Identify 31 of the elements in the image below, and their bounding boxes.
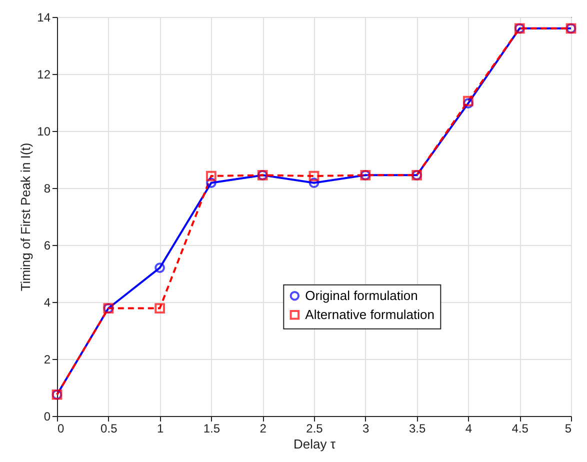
- point: [308, 178, 320, 188]
- point: [154, 303, 165, 314]
- point: [463, 98, 474, 109]
- legend-label: Original formulation: [305, 288, 418, 303]
- x-tick-label: 0: [58, 422, 64, 436]
- point: [308, 170, 320, 182]
- point: [206, 170, 216, 182]
- y-tick-label: 10: [37, 124, 51, 138]
- y-tick-label: 6: [44, 238, 51, 252]
- y-axis-title: Timing of First Peak in I(t): [18, 142, 34, 292]
- point: [154, 262, 165, 273]
- x-tick-label: 3.5: [408, 422, 426, 436]
- legend-label: Alternative formulation: [305, 306, 435, 322]
- x-tick-label: 0.5: [100, 422, 118, 436]
- x-tick-label: 4: [465, 422, 472, 436]
- y-tick-label: 12: [37, 68, 51, 82]
- x-tick-label: 1.5: [203, 422, 220, 436]
- y-tick-label: 2: [44, 352, 51, 366]
- y-tick-label: 0: [44, 410, 51, 424]
- point: [463, 96, 474, 106]
- x-tick-label: 3: [362, 422, 370, 436]
- y-tick-label: 4: [44, 296, 51, 310]
- point: [206, 178, 216, 188]
- x-axis-title: Delay τ: [294, 436, 336, 452]
- x-tick-label: 2: [260, 422, 267, 436]
- x-tick-label: 5: [564, 422, 572, 436]
- y-tick-label: 14: [37, 10, 51, 24]
- x-tick-label: 1: [156, 422, 164, 436]
- x-tick-label: 2.5: [306, 422, 324, 436]
- x-tick-label: 4.5: [512, 422, 529, 436]
- y-tick-label: 8: [44, 182, 51, 196]
